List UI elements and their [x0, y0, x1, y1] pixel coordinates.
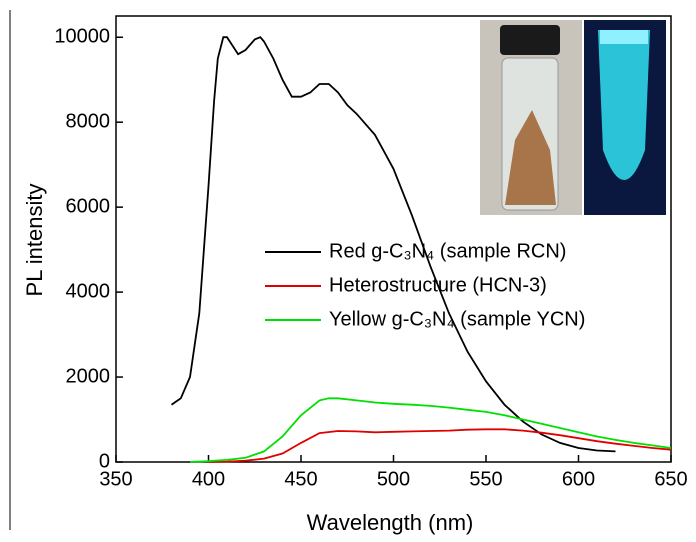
y-tick-label: 10000	[54, 26, 110, 48]
series-line	[170, 36, 616, 453]
legend-label: Red g-C₃N₄ (sample RCN)	[329, 240, 566, 262]
y-tick-label: 0	[99, 450, 110, 472]
x-tick-label: 400	[192, 468, 225, 490]
x-tick-label: 500	[377, 468, 410, 490]
y-tick-label: 2000	[66, 365, 111, 387]
y-tick-label: 4000	[66, 280, 111, 302]
x-tick-label: 350	[99, 468, 132, 490]
x-tick-label: 600	[562, 468, 595, 490]
x-axis-title: Wavelength (nm)	[307, 510, 474, 535]
x-tick-label: 450	[284, 468, 317, 490]
y-axis-title: PL intensity	[22, 184, 47, 297]
y-tick-label: 6000	[66, 195, 111, 217]
inset-photo	[480, 20, 666, 215]
x-tick-label: 550	[469, 468, 502, 490]
legend-label: Heterostructure (HCN-3)	[329, 274, 547, 296]
series-line	[208, 428, 672, 463]
legend-label: Yellow g-C₃N₄ (sample YCN)	[329, 308, 585, 330]
series-line	[189, 397, 672, 463]
x-tick-label: 650	[654, 468, 687, 490]
y-tick-label: 8000	[66, 110, 111, 132]
